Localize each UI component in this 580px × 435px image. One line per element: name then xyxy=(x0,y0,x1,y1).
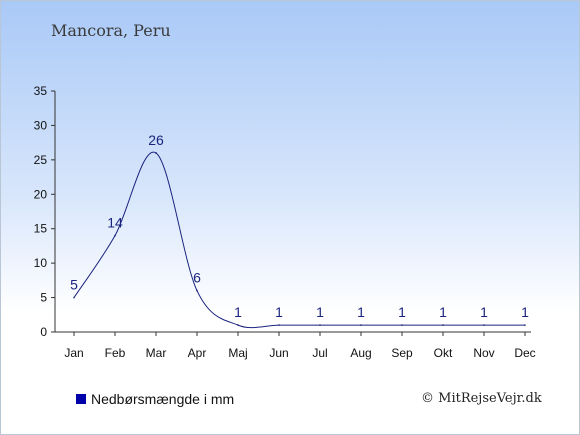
data-label: 14 xyxy=(107,215,123,231)
data-point xyxy=(114,234,116,237)
data-point xyxy=(237,324,239,327)
data-point xyxy=(196,289,198,292)
data-label: 1 xyxy=(480,304,488,320)
data-point xyxy=(524,324,526,327)
data-point xyxy=(483,324,485,327)
x-tick-label: Aug xyxy=(350,346,371,360)
x-tick-label: Apr xyxy=(188,346,207,360)
y-tick-label: 10 xyxy=(34,256,48,270)
data-label: 1 xyxy=(316,304,324,320)
y-tick-label: 30 xyxy=(34,118,48,132)
data-label: 5 xyxy=(70,277,78,293)
data-label: 26 xyxy=(148,132,164,148)
data-point xyxy=(73,296,75,299)
x-tick-label: Feb xyxy=(105,346,126,360)
legend-label: Nedbørsmængde i mm xyxy=(91,391,235,407)
data-label: 1 xyxy=(275,304,283,320)
y-tick-label: 25 xyxy=(34,153,48,167)
y-tick-label: 15 xyxy=(34,222,48,236)
data-label: 1 xyxy=(234,304,242,320)
x-tick-label: Nov xyxy=(473,346,494,360)
x-tick-label: Mar xyxy=(146,346,167,360)
x-tick-label: Maj xyxy=(228,346,247,360)
y-tick-label: 35 xyxy=(34,84,48,98)
data-point xyxy=(319,324,321,327)
data-point xyxy=(155,151,157,154)
legend: Nedbørsmængde i mm xyxy=(76,391,234,407)
x-tick-label: Dec xyxy=(514,346,535,360)
x-tick-label: Sep xyxy=(391,346,413,360)
x-tick-label: Jan xyxy=(64,346,83,360)
data-label: 1 xyxy=(439,304,447,320)
data-point xyxy=(278,324,280,327)
x-tick-label: Okt xyxy=(434,346,453,360)
data-point xyxy=(401,324,403,327)
data-label: 6 xyxy=(193,270,201,286)
data-label: 1 xyxy=(521,304,529,320)
data-point xyxy=(442,324,444,327)
series-line xyxy=(73,151,525,329)
data-label: 1 xyxy=(357,304,365,320)
x-tick-label: Jul xyxy=(312,346,327,360)
y-tick-label: 20 xyxy=(34,187,48,201)
x-tick-label: Jun xyxy=(269,346,288,360)
data-point xyxy=(360,324,362,327)
chart-title: Mancora, Peru xyxy=(51,21,171,40)
copyright-text: © MitRejseVejr.dk xyxy=(421,391,542,406)
y-tick-label: 0 xyxy=(40,325,47,339)
data-label: 1 xyxy=(398,304,406,320)
legend-swatch xyxy=(76,394,86,404)
y-tick-label: 5 xyxy=(40,291,47,305)
